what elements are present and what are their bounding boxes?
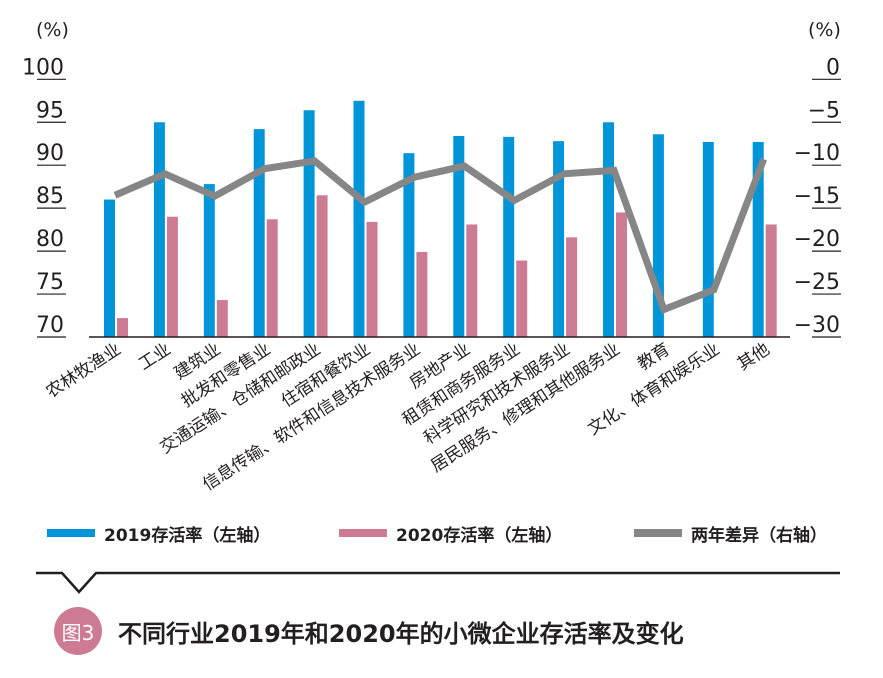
bar-2020 — [117, 318, 128, 337]
bar-2019 — [652, 134, 664, 337]
left-tick-label: 75 — [36, 270, 64, 295]
bar-2019 — [503, 136, 515, 337]
left-tick-label: 70 — [36, 313, 64, 338]
category-label: 其他 — [734, 339, 773, 374]
bar-2020 — [266, 219, 278, 337]
bar-2019 — [403, 153, 415, 337]
bar-2019 — [702, 142, 714, 337]
right-axis-unit: (%) — [808, 19, 841, 41]
bar-2020 — [516, 260, 528, 337]
right-tick-label: −30 — [794, 313, 840, 338]
left-tick-label: 90 — [36, 141, 64, 166]
category-labels: 农林牧渔业 工业建筑业批发和零售业交通运输、仓储和邮政业住宿和餐饮业信息传输、软件… — [43, 339, 774, 495]
bar-2019 — [553, 141, 565, 337]
bar-2020 — [616, 212, 627, 337]
right-tick-label: 0 — [826, 55, 840, 80]
bar-2019 — [104, 199, 115, 337]
bar-2020 — [765, 224, 777, 337]
bar-2020 — [216, 300, 228, 337]
right-tick-label: −20 — [794, 227, 840, 252]
left-tick-label: 80 — [36, 227, 64, 252]
figure-label: 图3 — [62, 621, 95, 645]
bar-2019 — [253, 129, 265, 337]
left-axis: 100 95 90 85 80 75 70 — [22, 55, 66, 338]
right-axis: 0 −5 −10 −15 −20 −25 −30 — [794, 55, 841, 338]
category-label: 农林牧渔业 — [43, 339, 125, 402]
difference-line — [113, 157, 767, 315]
bars — [104, 100, 777, 338]
category-label: 工业 — [135, 339, 174, 374]
right-tick-label: −10 — [794, 141, 840, 166]
chart-title: 不同行业2019年和2020年的小微企业存活率及变化 — [118, 620, 684, 648]
bar-2019 — [153, 122, 165, 337]
bar-2020 — [166, 216, 178, 337]
right-tick-label: −25 — [794, 270, 840, 295]
bar-2019 — [303, 110, 315, 337]
legend-swatch-2020 — [339, 529, 387, 537]
bar-2019 — [603, 122, 614, 337]
bar-2019 — [353, 100, 365, 338]
left-tick-label: 85 — [36, 184, 64, 209]
figure-badge — [54, 607, 102, 655]
right-tick-label: −15 — [794, 184, 840, 209]
legend: 2019存活率（左轴） 2020存活率（左轴） 两年差异（右轴） — [47, 525, 827, 546]
left-tick-label: 100 — [22, 55, 64, 80]
bar-2019 — [752, 142, 764, 337]
legend-label-2020: 2020存活率（左轴） — [396, 525, 562, 546]
legend-swatch-difference — [634, 529, 682, 537]
bar-2019 — [453, 135, 465, 337]
left-axis-unit: (%) — [36, 19, 69, 41]
bar-2019 — [203, 184, 215, 337]
separator-line — [36, 571, 840, 594]
bar-2020 — [366, 221, 378, 337]
bar-2020 — [466, 224, 478, 337]
legend-swatch-2019 — [47, 529, 95, 537]
bar-2020 — [316, 195, 328, 337]
bar-2020 — [566, 237, 578, 337]
right-tick-label: −5 — [808, 98, 840, 123]
legend-label-difference: 两年差异（右轴） — [691, 525, 827, 546]
bar-2020 — [416, 251, 428, 337]
left-tick-label: 95 — [36, 98, 64, 123]
legend-label-2019: 2019存活率（左轴） — [104, 525, 270, 546]
